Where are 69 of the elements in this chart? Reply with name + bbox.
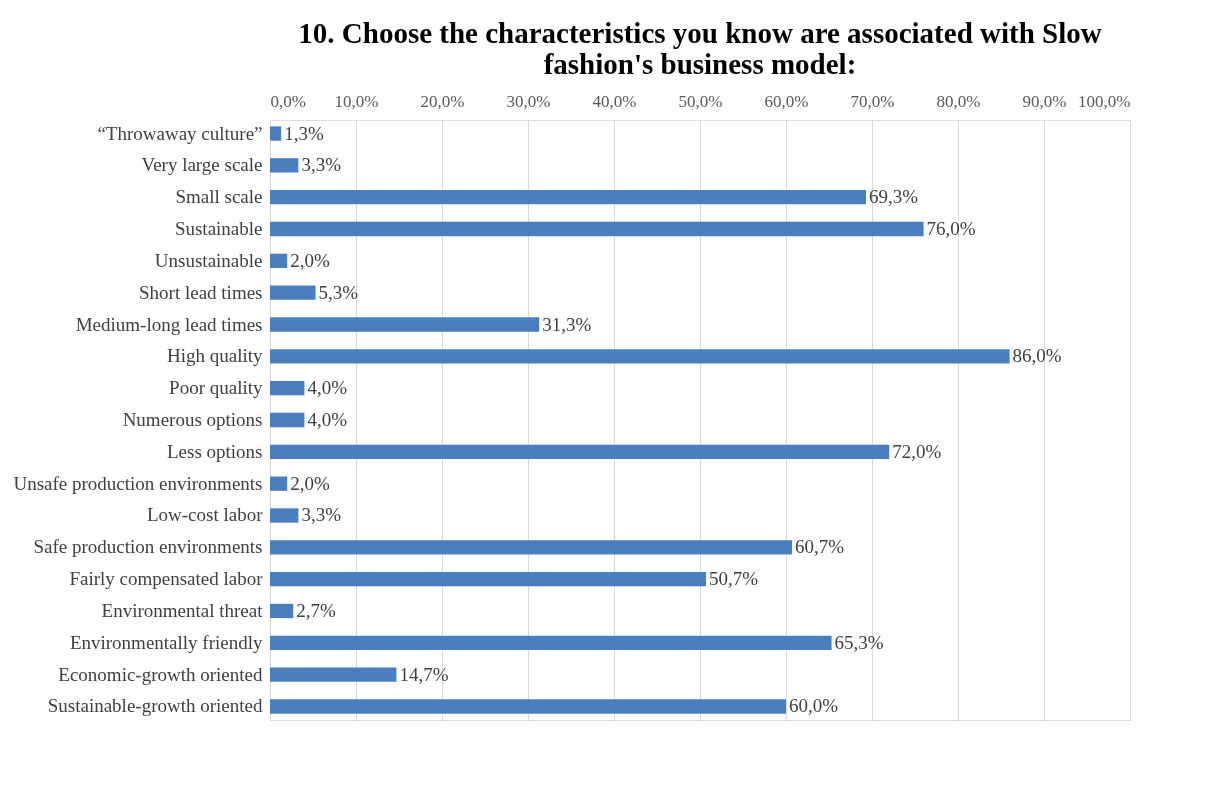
data-label: 3,3% xyxy=(301,504,342,526)
bar xyxy=(270,253,288,269)
y-tick-label: Less options xyxy=(166,440,263,462)
x-tick-label: 10,0% xyxy=(334,91,379,111)
y-tick-label: Environmentally friendly xyxy=(69,631,263,653)
data-label: 60,0% xyxy=(789,695,839,717)
bar xyxy=(270,667,397,682)
bar xyxy=(270,317,540,332)
data-label: 60,7% xyxy=(795,536,845,558)
x-tick-label: 50,0% xyxy=(678,91,723,111)
bar xyxy=(270,444,890,459)
y-tick-label: Safe production environments xyxy=(33,536,263,558)
bar xyxy=(270,190,866,205)
data-label: 72,0% xyxy=(892,440,942,462)
x-tick-label: 40,0% xyxy=(592,91,637,111)
bar xyxy=(270,285,316,300)
data-label: 50,7% xyxy=(709,568,759,590)
bar xyxy=(270,126,282,141)
data-label: 86,0% xyxy=(1012,345,1062,367)
y-tick-label: Medium-long lead times xyxy=(75,313,263,335)
data-label: 3,3% xyxy=(301,154,342,176)
data-label: 2,7% xyxy=(296,599,336,621)
bar xyxy=(270,412,305,428)
x-tick-label: 20,0% xyxy=(420,91,465,111)
bar xyxy=(270,221,924,237)
y-tick-label: Numerous options xyxy=(122,409,263,430)
y-tick-label: Poor quality xyxy=(169,377,263,399)
y-tick-label: Unsafe production environments xyxy=(13,472,263,494)
y-tick-label: Unsustainable xyxy=(154,249,263,271)
y-tick-label: Fairly compensated labor xyxy=(69,568,264,590)
x-tick-label: 0,0% xyxy=(270,91,306,111)
y-tick-label: Sustainable xyxy=(174,218,263,240)
bar xyxy=(270,699,786,714)
y-tick-label: Small scale xyxy=(175,186,263,208)
bar xyxy=(270,476,288,491)
data-label: 14,7% xyxy=(399,663,449,685)
x-tick-label: 60,0% xyxy=(764,91,809,111)
y-tick-label: Low-cost labor xyxy=(146,504,264,526)
bar xyxy=(270,158,299,173)
y-tick-label: Short lead times xyxy=(139,281,263,303)
data-label: 4,0% xyxy=(307,377,348,399)
y-tick-label: High quality xyxy=(166,345,263,367)
data-label: 76,0% xyxy=(926,218,976,240)
bar xyxy=(270,381,305,396)
data-label: 31,3% xyxy=(542,313,592,335)
bar xyxy=(270,571,707,587)
x-tick-label: 70,0% xyxy=(850,91,895,111)
data-label: 69,3% xyxy=(868,186,919,208)
y-tick-label: Environmental threat xyxy=(101,599,264,621)
data-label: 1,3% xyxy=(284,122,324,144)
x-tick-label: 100,0% xyxy=(1078,91,1131,111)
bar xyxy=(270,540,793,555)
bar xyxy=(270,349,1010,364)
bar xyxy=(270,603,294,619)
y-tick-label: “Throwaway culture” xyxy=(97,122,263,144)
chart-title: 10. Choose the characteristics you know are associated with Slow fashion's business model: xyxy=(298,17,1102,80)
data-label: 2,0% xyxy=(290,472,330,494)
data-label: 2,0% xyxy=(290,249,330,271)
y-tick-label: Very large scale xyxy=(141,154,263,176)
y-tick-label: Economic-growth oriented xyxy=(58,663,263,685)
x-tick-label: 90,0% xyxy=(1022,91,1067,111)
data-label: 4,0% xyxy=(307,409,348,430)
bar xyxy=(270,635,832,650)
data-label: 65,3% xyxy=(834,631,884,653)
data-label: 5,3% xyxy=(318,281,359,303)
bar xyxy=(270,508,299,523)
x-tick-label: 30,0% xyxy=(506,91,551,111)
x-tick-label: 80,0% xyxy=(936,91,981,111)
y-tick-label: Sustainable-growth oriented xyxy=(47,695,263,717)
